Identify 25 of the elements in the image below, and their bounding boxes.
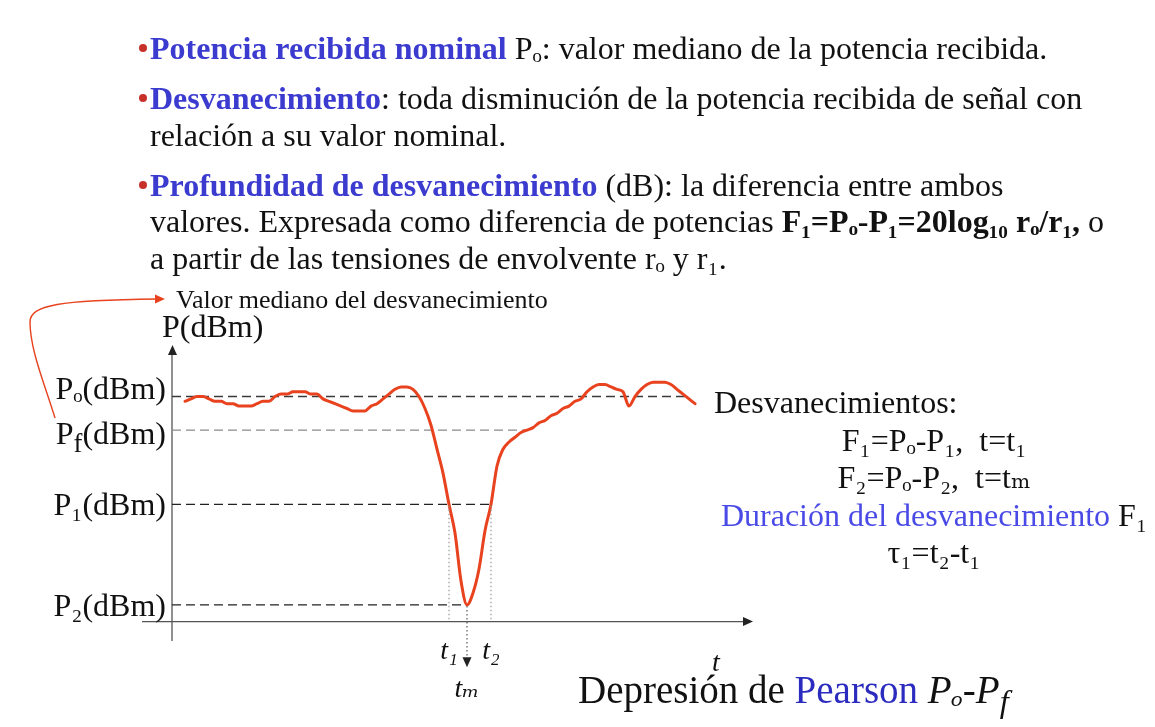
text: Duración del desvanecimiento bbox=[720, 496, 1111, 533]
x-tick-label: t₁ bbox=[440, 633, 458, 666]
text: a partir de las tensiones de envolvente rₒ y r₁. bbox=[150, 239, 727, 276]
text: F₁ bbox=[1118, 496, 1148, 533]
text: Profundidad de desvanecimiento bbox=[150, 166, 598, 203]
text: Desvanecimientos: bbox=[714, 384, 958, 420]
text: valores. Expresada como diferencia de potencias bbox=[150, 203, 774, 239]
text: : toda disminución de la potencia recibida de señal con bbox=[381, 80, 1083, 116]
text: (dB): la diferencia entre ambos bbox=[605, 166, 1004, 203]
x-tick-label: tₘ bbox=[454, 671, 480, 704]
ref-line-label: P₂(dBm) bbox=[53, 586, 166, 623]
text: F₂=Pₒ-P₂, t=tₘ bbox=[837, 459, 1031, 495]
text: o bbox=[1087, 203, 1104, 239]
ref-line-label: Pₒ(dBm) bbox=[55, 370, 166, 407]
text: Potencia recibida nominal bbox=[150, 30, 507, 66]
text: F₁=Pₒ-P₁=20log₁₀ rₒ/r₁, bbox=[781, 203, 1080, 239]
text: Pearson bbox=[794, 668, 919, 711]
ref-line-label: P$_{f}$(dBm) bbox=[55, 415, 166, 460]
x-tick-label: t₂ bbox=[482, 633, 500, 666]
text: Desvanecimiento bbox=[150, 80, 382, 116]
text: Pₒ: valor mediano de la potencia recibida. bbox=[514, 30, 1048, 66]
ref-line-label: P₁(dBm) bbox=[53, 486, 166, 523]
text: relación a su valor nominal. bbox=[150, 116, 507, 153]
text: τ₁=t₂-t₁ bbox=[887, 534, 981, 570]
text: F₁=Pₒ-P₁, t=t₁ bbox=[841, 421, 1027, 458]
